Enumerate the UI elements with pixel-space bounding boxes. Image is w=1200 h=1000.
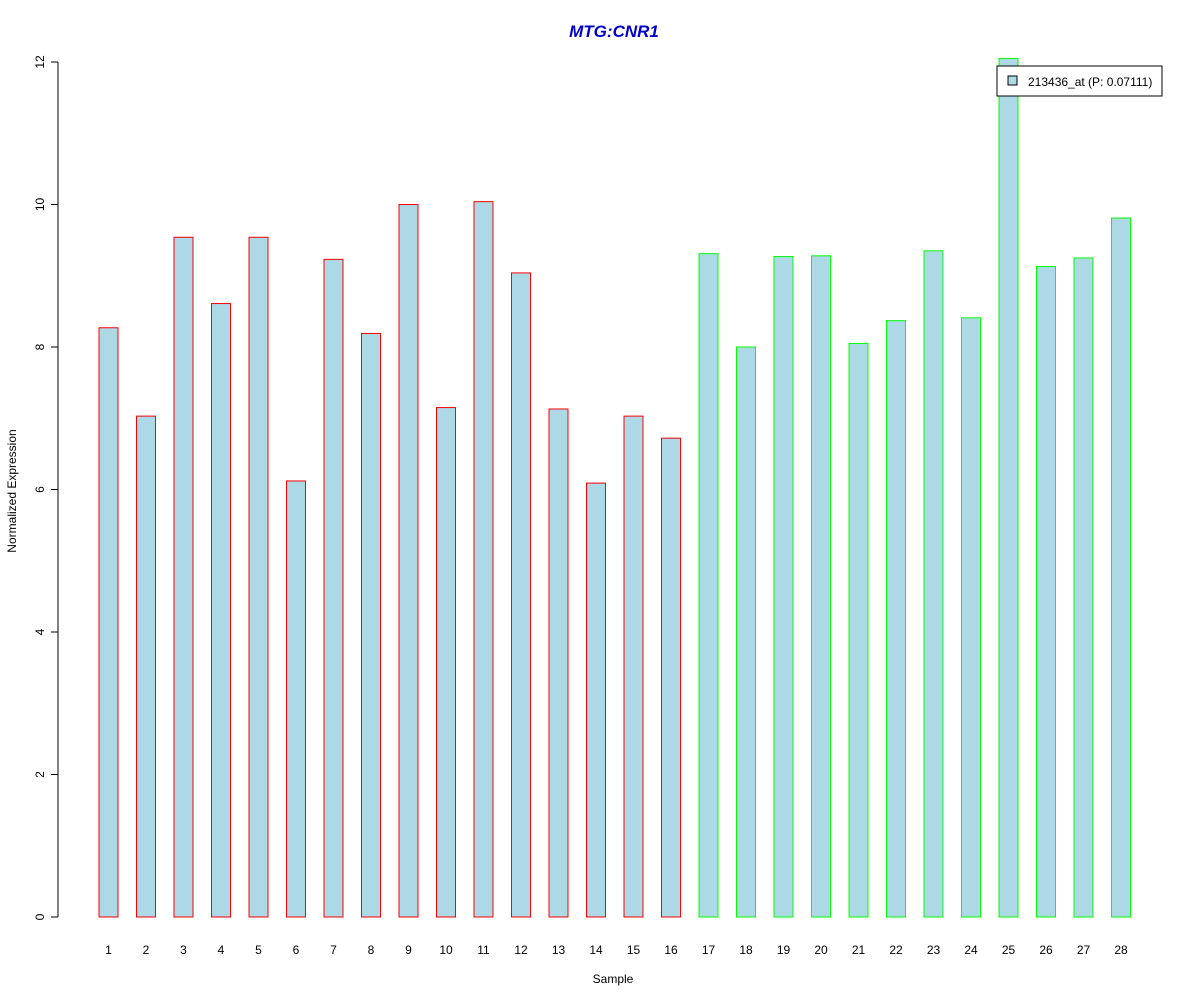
x-tick-label: 1 <box>105 943 112 957</box>
x-tick-label: 28 <box>1114 943 1128 957</box>
bar <box>1073 257 1094 918</box>
bar <box>998 57 1019 918</box>
bar <box>323 258 344 918</box>
x-tick-label: 24 <box>964 943 978 957</box>
x-tick-label: 19 <box>777 943 791 957</box>
x-tick-label: 4 <box>218 943 225 957</box>
x-tick-label: 23 <box>927 943 941 957</box>
bar <box>398 204 419 918</box>
x-tick-label: 27 <box>1077 943 1091 957</box>
x-tick-label: 2 <box>143 943 150 957</box>
y-axis-label: Normalized Expression <box>5 429 19 552</box>
bar <box>173 236 194 918</box>
x-tick-label: 25 <box>1002 943 1016 957</box>
x-tick-label: 11 <box>477 943 490 957</box>
x-tick-label: 9 <box>405 943 412 957</box>
y-tick-label: 12 <box>33 55 47 69</box>
legend-label: 213436_at (P: 0.07111) <box>1028 75 1152 89</box>
y-tick-label: 2 <box>33 771 47 778</box>
bar <box>136 415 156 918</box>
bar <box>811 255 831 918</box>
x-tick-label: 17 <box>702 943 716 957</box>
bar <box>736 346 756 918</box>
legend-box <box>996 65 1163 97</box>
x-tick-label: 18 <box>739 943 753 957</box>
y-tick-label: 10 <box>33 198 47 212</box>
legend-swatch <box>1007 75 1018 86</box>
bar <box>248 236 269 918</box>
x-tick-label: 26 <box>1039 943 1053 957</box>
x-tick-label: 12 <box>514 943 528 957</box>
bar <box>961 317 981 918</box>
legend: 213436_at (P: 0.07111) <box>996 65 1163 97</box>
x-tick-label: 16 <box>664 943 678 957</box>
bar <box>886 320 906 918</box>
bar <box>98 327 119 918</box>
x-tick-label: 21 <box>852 943 866 957</box>
bar <box>548 408 569 918</box>
bar <box>286 480 306 918</box>
y-tick-label: 4 <box>33 628 47 635</box>
x-tick-label: 7 <box>330 943 337 957</box>
x-tick-label: 13 <box>552 943 566 957</box>
y-axis: 0 2 4 6 8 10 12 <box>33 55 59 920</box>
bar <box>586 482 606 918</box>
bar <box>923 250 944 918</box>
x-tick-label: 3 <box>180 943 187 957</box>
bar <box>848 342 869 918</box>
bar <box>1111 217 1131 918</box>
bar <box>1036 265 1056 918</box>
chart-title: MTG:CNR1 <box>569 22 659 41</box>
y-tick-label: 8 <box>33 343 47 350</box>
x-tick-label: 14 <box>589 943 603 957</box>
x-tick-label: 5 <box>255 943 262 957</box>
x-tick-label: 10 <box>439 943 453 957</box>
bar <box>361 332 381 918</box>
bar <box>661 437 681 918</box>
x-tick-label: 8 <box>368 943 375 957</box>
x-tick-labels: 1 2 3 4 5 6 7 8 9 10 11 12 13 14 15 16 17 18 19 20 21 22 23 24 2… <box>105 943 1128 957</box>
x-tick-label: 22 <box>889 943 903 957</box>
bar <box>698 253 719 918</box>
x-axis-label: Sample <box>593 972 634 986</box>
x-tick-label: 6 <box>293 943 300 957</box>
bar <box>511 272 531 918</box>
y-tick-label: 6 <box>33 486 47 493</box>
bar <box>773 256 794 918</box>
x-tick-label: 15 <box>627 943 641 957</box>
bar <box>473 201 494 918</box>
bar <box>623 415 644 918</box>
y-tick-label: 0 <box>33 913 47 920</box>
bar <box>436 407 456 918</box>
bar <box>211 303 231 918</box>
bars-group <box>98 57 1131 918</box>
x-tick-label: 20 <box>814 943 828 957</box>
